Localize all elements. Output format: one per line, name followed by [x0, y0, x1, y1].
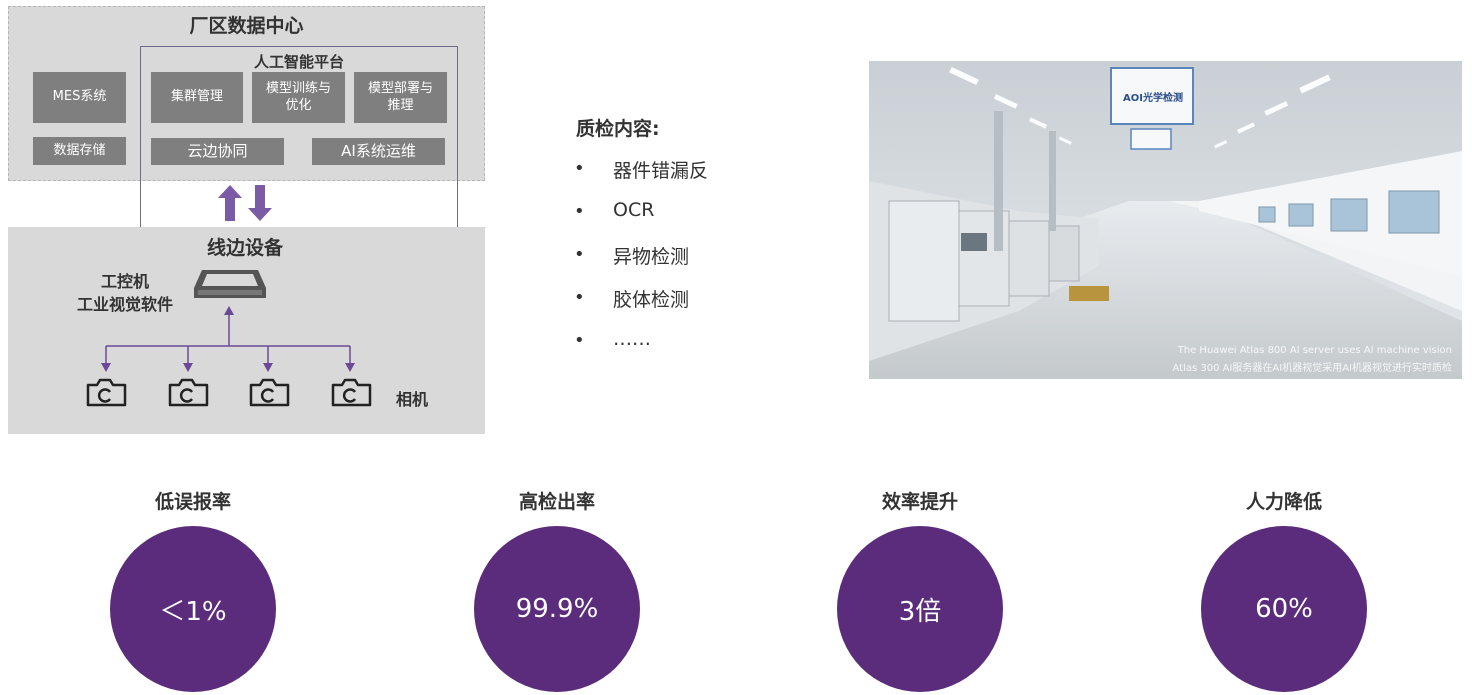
metric-value: 60% — [1255, 594, 1313, 624]
cluster-box: 集群管理 — [151, 72, 243, 123]
ipc-line1: 工控机 — [100, 272, 149, 291]
metric-value: 99.9% — [515, 594, 599, 624]
metric-value: 3倍 — [898, 596, 942, 627]
training-label: 模型训练与优化 — [265, 81, 331, 113]
camera-icon — [249, 378, 290, 407]
mes-label: MES系统 — [52, 89, 107, 105]
photo-caption-cn: Atlas 300 AI服务器在AI机器视觉采用AI机器视觉进行实时质检 — [1172, 363, 1452, 374]
training-box: 模型训练与优化 — [252, 72, 345, 123]
metric-circle-efficiency: 3倍 — [837, 526, 1003, 692]
cloud-edge-label: 云边协同 — [187, 142, 248, 161]
camera-label: 相机 — [396, 390, 429, 409]
metric-value: ＜1% — [159, 596, 227, 627]
metric-circle-false-alarm: ＜1% — [110, 526, 276, 692]
mes-box: MES系统 — [33, 72, 126, 123]
camera-icon — [86, 378, 127, 407]
metric-circle-detection: 99.9% — [474, 526, 640, 692]
edge-title: 线边设备 — [206, 237, 283, 259]
photo-caption-en: The Huawei Atlas 800 AI server uses AI m… — [1177, 345, 1452, 356]
camera-connector-lines — [101, 306, 355, 372]
list-item-text: 异物检测 — [613, 246, 690, 268]
ops-label: AI系统运维 — [341, 142, 416, 161]
metric-title-efficiency: 效率提升 — [881, 491, 958, 513]
ops-box: AI系统运维 — [312, 138, 445, 165]
sync-arrows-icon — [218, 185, 272, 221]
metric-title-false-alarm: 低误报率 — [154, 491, 231, 513]
camera-icon — [168, 378, 209, 407]
deploy-box: 模型部署与推理 — [354, 72, 447, 123]
deploy-label: 模型部署与推理 — [367, 81, 433, 113]
metric-title-labor: 人力降低 — [1245, 491, 1322, 513]
list-item-text: 胶体检测 — [613, 289, 690, 311]
list-item-text: OCR — [613, 199, 655, 221]
ai-platform-title: 人工智能平台 — [253, 53, 344, 71]
ipc-line2: 工业视觉软件 — [76, 295, 173, 314]
factory-photo: AOI光学检测 The Huawei Atlas 800 AI server u… — [869, 61, 1462, 379]
inspection-heading: 质检内容: — [576, 118, 660, 140]
metric-circle-labor: 60% — [1201, 526, 1367, 692]
cloud-edge-box: 云边协同 — [151, 138, 284, 165]
storage-label: 数据存储 — [53, 142, 106, 158]
cluster-label: 集群管理 — [170, 89, 223, 105]
storage-box: 数据存储 — [33, 137, 126, 165]
datacenter-title: 厂区数据中心 — [189, 15, 304, 37]
metric-title-detection: 高检出率 — [518, 491, 595, 513]
list-item-text: …… — [613, 328, 651, 350]
aoi-sign: AOI光学检测 — [1123, 93, 1183, 104]
camera-icon — [331, 378, 372, 407]
list-item-text: 器件错漏反 — [613, 160, 709, 182]
industrial-pc-icon — [194, 270, 266, 298]
